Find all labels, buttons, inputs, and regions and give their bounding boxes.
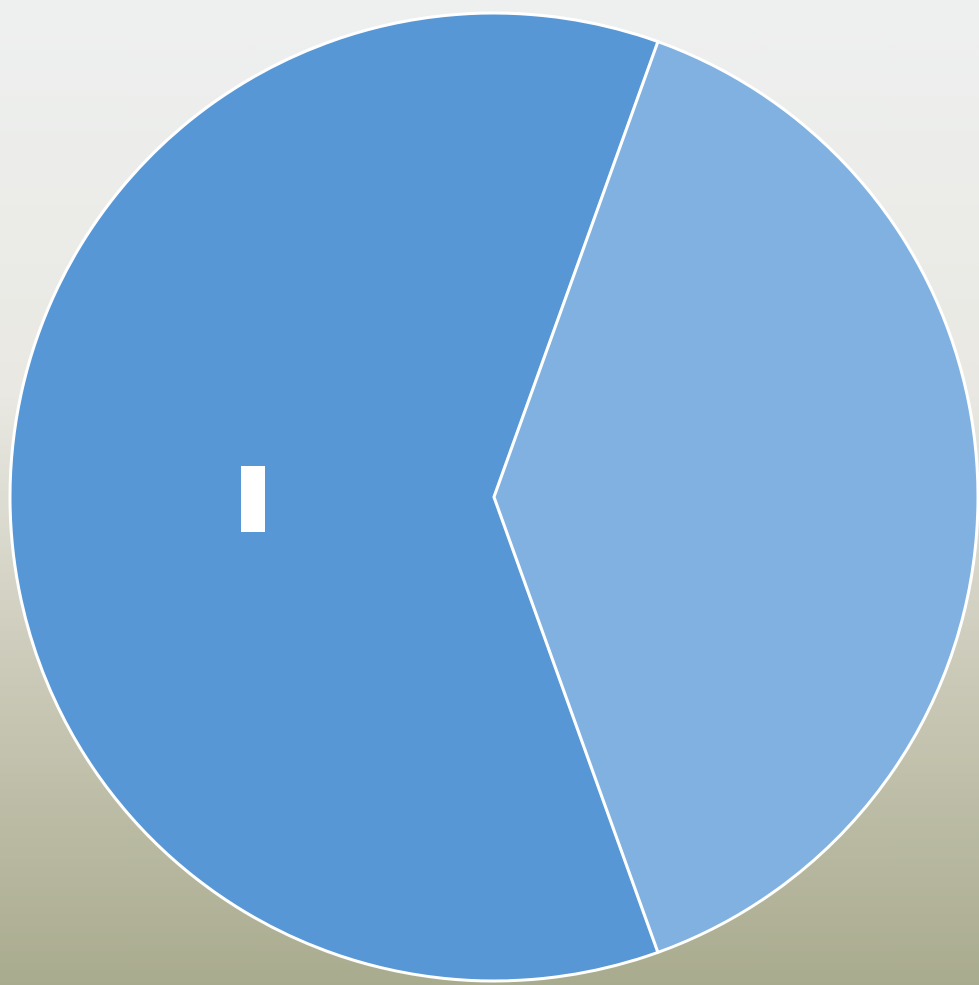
label-fragment	[241, 466, 265, 532]
pie-slice	[8, 11, 660, 983]
pie	[8, 11, 979, 983]
pie-slice	[492, 40, 979, 954]
